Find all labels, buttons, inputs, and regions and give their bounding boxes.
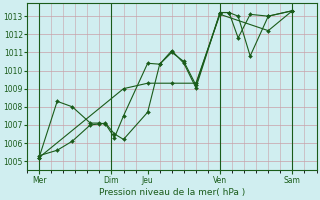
X-axis label: Pression niveau de la mer( hPa ): Pression niveau de la mer( hPa ) xyxy=(99,188,245,197)
